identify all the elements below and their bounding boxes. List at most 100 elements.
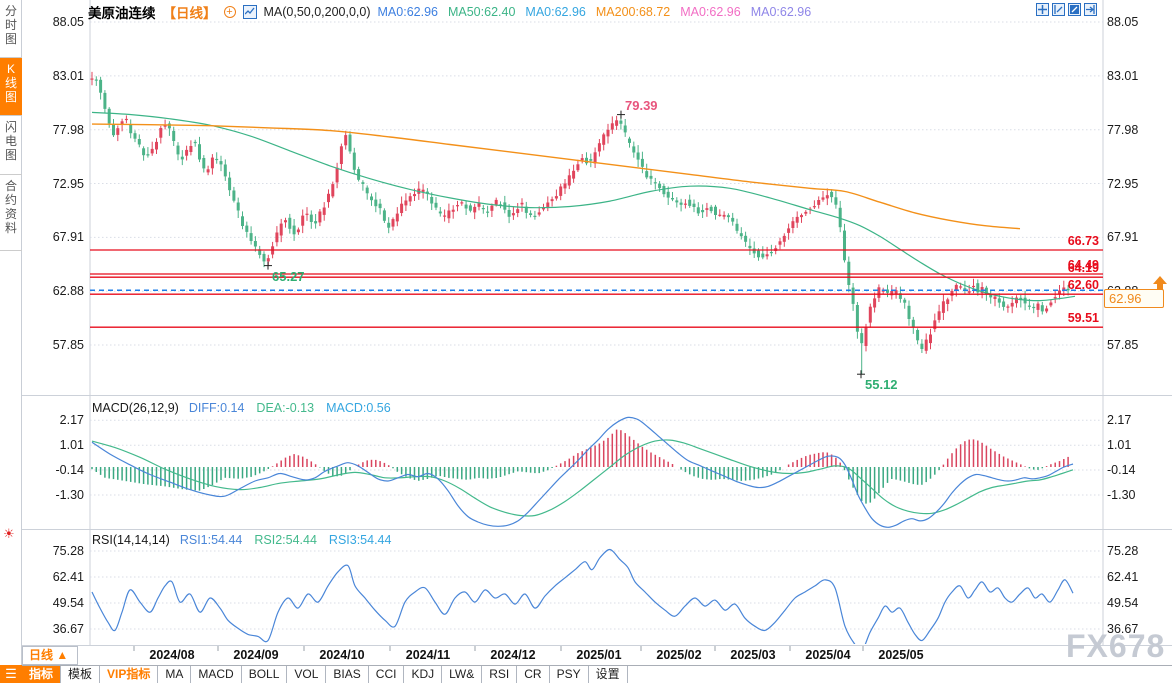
fit-left-axis-icon[interactable] xyxy=(1052,3,1065,16)
rsi-tick-62.41-left: 62.41 xyxy=(52,570,84,584)
rsi-tick-36.67-left: 36.67 xyxy=(52,622,84,636)
ma-values: MA0:62.96 MA50:62.40 MA0:62.96 MA200:68.72 M… xyxy=(378,3,822,21)
price-tick-57.85-right: 57.85 xyxy=(1107,338,1139,352)
price-tick-77.98-left: 77.98 xyxy=(52,123,84,137)
level-label-64.19: 64.19 xyxy=(1067,261,1099,275)
level-label-66.73: 66.73 xyxy=(1067,234,1099,248)
ma-value: MA0:62.96 xyxy=(377,4,438,19)
extreme-label-55.12: 55.12 xyxy=(865,377,898,392)
indicator-tab-LW&[interactable]: LW& xyxy=(442,666,483,683)
rsi-header: RSI(14,14,14) RSI1:54.44 RSI2:54.44 RSI3:5… xyxy=(92,533,403,548)
sidebar-tab-K线图[interactable]: K线图 xyxy=(0,58,22,116)
ma-formula: MA(0,50,0,200,0,0) xyxy=(263,4,371,19)
price-tick-67.91-left: 67.91 xyxy=(52,230,84,244)
indicator-tab-指标[interactable]: 指标 xyxy=(22,666,62,683)
date-axis: 日线 ▲ 2024/08 2024/09 2024/10 2024/11 2024/12… xyxy=(22,646,1172,665)
macd-tick-1.01-left: 1.01 xyxy=(59,438,84,452)
rsi-formula: RSI(14,14,14) xyxy=(92,533,170,547)
window-icons xyxy=(1036,3,1097,16)
price-tick-62.88-left: 62.88 xyxy=(52,284,84,298)
rsi-tick-49.54-right: 49.54 xyxy=(1107,596,1139,610)
indicator-tab-CR[interactable]: CR xyxy=(517,666,550,683)
ma-value: MA0:62.96 xyxy=(750,4,812,19)
price-tick-88.05-left: 88.05 xyxy=(52,15,84,29)
indicator-tab-VIP指标[interactable]: VIP指标 xyxy=(100,666,159,683)
indicator-tab-BOLL[interactable]: BOLL xyxy=(242,666,288,683)
price-tick-88.05-right: 88.05 xyxy=(1107,15,1139,29)
sidebar: 分时图 K线图 闪电图 合约资料 ☀ ☰ xyxy=(0,0,22,683)
price-tick-83.01-right: 83.01 xyxy=(1107,69,1139,83)
ma-value: MA200:68.72 xyxy=(595,4,671,19)
indicator-tab-RSI[interactable]: RSI xyxy=(482,666,518,683)
fit-right-axis-icon[interactable] xyxy=(1068,3,1081,16)
level-label-64.49: 64.49 xyxy=(1067,258,1099,272)
rsi-tick-49.54-left: 49.54 xyxy=(52,596,84,610)
date-label-2025/05: 2025/05 xyxy=(878,648,924,662)
period-tag[interactable]: 【日线】 xyxy=(162,5,217,21)
indicator-tab-CCI[interactable]: CCI xyxy=(369,666,405,683)
level-label-62.60: 62.60 xyxy=(1067,278,1099,292)
date-label-2024/12: 2024/12 xyxy=(490,648,536,662)
chart-type-icon[interactable] xyxy=(242,4,257,19)
date-label-2025/03: 2025/03 xyxy=(730,648,776,662)
go-latest-icon[interactable] xyxy=(1084,3,1097,16)
price-tick-83.01-left: 83.01 xyxy=(52,69,84,83)
instrument-title: 美原油连续 xyxy=(88,5,156,21)
scroll-latest-arrow xyxy=(1153,276,1167,290)
date-label-2024/10: 2024/10 xyxy=(319,648,365,662)
indicator-tab-MACD[interactable]: MACD xyxy=(191,666,242,683)
level-label-59.51: 59.51 xyxy=(1067,311,1099,325)
date-label-2024/11: 2024/11 xyxy=(405,648,451,662)
extreme-label-65.27: 65.27 xyxy=(272,269,305,284)
indicator-tab-KDJ[interactable]: KDJ xyxy=(404,666,443,683)
indicator-tab-设置[interactable]: 设置 xyxy=(589,666,628,683)
rsi-tick-75.28-right: 75.28 xyxy=(1107,544,1139,558)
indicator-value: RSI3:54.44 xyxy=(328,533,392,547)
period-selector[interactable]: 日线 ▲ xyxy=(22,646,78,665)
rsi-values: RSI1:54.44 RSI2:54.44 RSI3:54.44 xyxy=(180,533,404,548)
indicator-tab-MA[interactable]: MA xyxy=(158,666,192,683)
macd-tick--0.14-right: -0.14 xyxy=(1107,463,1136,477)
indicator-value: RSI1:54.44 xyxy=(179,533,243,547)
extreme-label-79.39: 79.39 xyxy=(625,98,658,113)
sidebar-tab-闪电图[interactable]: 闪电图 xyxy=(0,116,22,175)
sidebar-tab-分时图[interactable]: 分时图 xyxy=(0,0,22,58)
indicator-tab-PSY[interactable]: PSY xyxy=(550,666,589,683)
rsi-tick-75.28-left: 75.28 xyxy=(52,544,84,558)
date-label-2025/04: 2025/04 xyxy=(805,648,851,662)
ma-value: MA50:62.40 xyxy=(447,4,516,19)
macd-tick-2.17-left: 2.17 xyxy=(59,413,84,427)
rsi-tick-36.67-right: 36.67 xyxy=(1107,622,1139,636)
add-indicator-icon[interactable]: + xyxy=(223,5,236,18)
indicator-tab-BIAS[interactable]: BIAS xyxy=(326,666,369,683)
rsi-tick-62.41-right: 62.41 xyxy=(1107,570,1139,584)
indicator-value: DEA:-0.13 xyxy=(256,401,315,415)
date-label-2024/09: 2024/09 xyxy=(233,648,279,662)
current-price-tag: 62.96 xyxy=(1104,289,1164,308)
menu-icon[interactable]: ☰ xyxy=(0,665,22,683)
date-label-2025/01: 2025/01 xyxy=(576,648,622,662)
current-price-value: 62.96 xyxy=(1109,291,1142,306)
indicator-value: RSI2:54.44 xyxy=(254,533,317,547)
macd-tick--0.14-left: -0.14 xyxy=(55,463,85,477)
move-icon[interactable] xyxy=(1036,3,1049,16)
indicator-value: DIFF:0.14 xyxy=(188,401,245,415)
chart-plot-area[interactable] xyxy=(90,0,1103,645)
indicator-tab-模板[interactable]: 模板 xyxy=(61,666,101,683)
sidebar-tabs: 分时图 K线图 闪电图 合约资料 xyxy=(0,0,22,251)
price-tick-67.91-right: 67.91 xyxy=(1107,230,1139,244)
hot-icon[interactable]: ☀ xyxy=(3,526,15,541)
ma-value: MA0:62.96 xyxy=(525,4,586,19)
price-tick-77.98-right: 77.98 xyxy=(1107,123,1139,137)
price-tick-72.95-right: 72.95 xyxy=(1107,177,1139,191)
sidebar-tab-合约资料[interactable]: 合约资料 xyxy=(0,175,22,251)
macd-tick--1.30-left: -1.30 xyxy=(55,488,85,502)
indicator-tab-VOL[interactable]: VOL xyxy=(287,666,327,683)
chart-header: 美原油连续 【日线】 + MA(0,50,0,200,0,0) MA0:62.9… xyxy=(88,3,822,21)
ma-value: MA0:62.96 xyxy=(680,4,741,19)
indicator-value: MACD:0.56 xyxy=(326,401,391,415)
price-tick-72.95-left: 72.95 xyxy=(52,177,84,191)
indicator-toolbar: 指标 模板 VIP指标 MA MACD BOLL VOL BIAS CCI KDJ LW& RSI CR… xyxy=(22,665,1172,683)
macd-formula: MACD(26,12,9) xyxy=(92,401,179,415)
